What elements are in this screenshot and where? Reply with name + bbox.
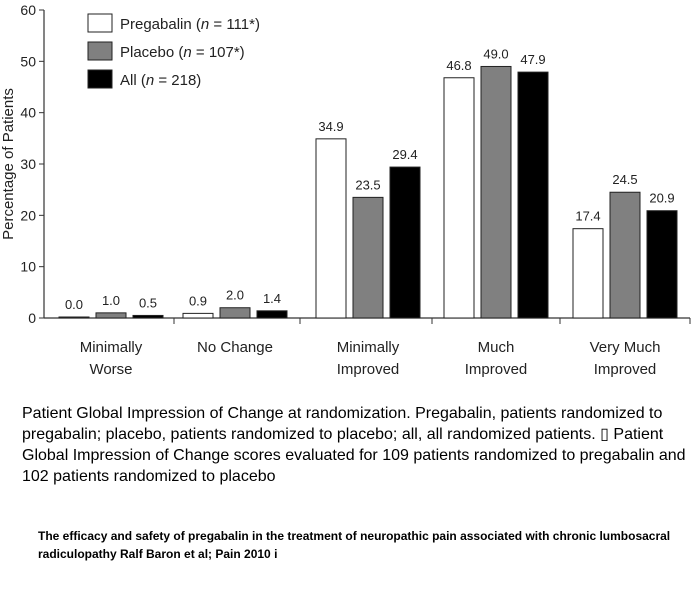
data-label: 20.9 xyxy=(649,191,674,206)
data-label: 0.5 xyxy=(139,295,157,310)
legend-label: Pregabalin (n = 111*) xyxy=(120,16,260,33)
bar xyxy=(646,210,678,319)
y-tick-label: 20 xyxy=(20,207,36,223)
bar xyxy=(443,77,475,319)
category-label: Very Much xyxy=(590,339,661,356)
category-label: Improved xyxy=(465,361,528,378)
legend-swatch xyxy=(87,41,113,61)
legend-swatch xyxy=(87,13,113,33)
category-label: Minimally xyxy=(337,339,400,356)
data-label: 47.9 xyxy=(520,52,545,67)
legend-label: All (n = 218) xyxy=(120,72,201,89)
y-tick-label: 0 xyxy=(28,310,36,326)
bar xyxy=(572,228,604,319)
bar xyxy=(517,71,549,319)
category-label: Worse xyxy=(89,361,132,378)
y-tick-label: 60 xyxy=(20,2,36,18)
bar xyxy=(58,316,90,319)
data-label: 34.9 xyxy=(318,119,343,134)
bar xyxy=(480,65,512,319)
category-label: Improved xyxy=(337,361,400,378)
bar xyxy=(219,307,251,319)
data-label: 1.4 xyxy=(263,291,281,306)
bar xyxy=(132,314,164,319)
legend-swatch xyxy=(87,69,113,89)
bar xyxy=(256,310,288,319)
data-label: 17.4 xyxy=(575,209,600,224)
data-label: 29.4 xyxy=(392,147,417,162)
bar xyxy=(315,138,347,319)
citation-text: The efficacy and safety of pregabalin in… xyxy=(38,529,671,561)
bar xyxy=(182,312,214,319)
data-label: 23.5 xyxy=(355,177,380,192)
y-axis-label: Percentage of Patients xyxy=(0,88,17,240)
data-label: 1.0 xyxy=(102,293,120,308)
data-label: 24.5 xyxy=(612,172,637,187)
data-label: 0.9 xyxy=(189,293,207,308)
data-label: 2.0 xyxy=(226,288,244,303)
bar xyxy=(95,312,127,319)
y-tick-label: 40 xyxy=(20,105,36,121)
category-label: Minimally xyxy=(80,339,143,356)
bar xyxy=(609,191,641,319)
bar xyxy=(352,196,384,319)
figure-caption: Patient Global Impression of Change at r… xyxy=(22,405,686,485)
data-label: 49.0 xyxy=(483,46,508,61)
category-label: Improved xyxy=(594,361,657,378)
data-label: 0.0 xyxy=(65,297,83,312)
bar xyxy=(389,166,421,319)
category-label: No Change xyxy=(197,339,273,356)
y-tick-label: 50 xyxy=(20,53,36,69)
category-label: Much xyxy=(478,339,515,356)
y-tick-label: 10 xyxy=(20,259,36,275)
data-label: 46.8 xyxy=(446,58,471,73)
bar-chart: 0 10 20 30 40 50 60 Percentage of Patients 0.0 0.… xyxy=(0,2,691,378)
legend-label: Placebo (n = 107*) xyxy=(120,44,245,61)
y-tick-label: 30 xyxy=(20,156,36,172)
